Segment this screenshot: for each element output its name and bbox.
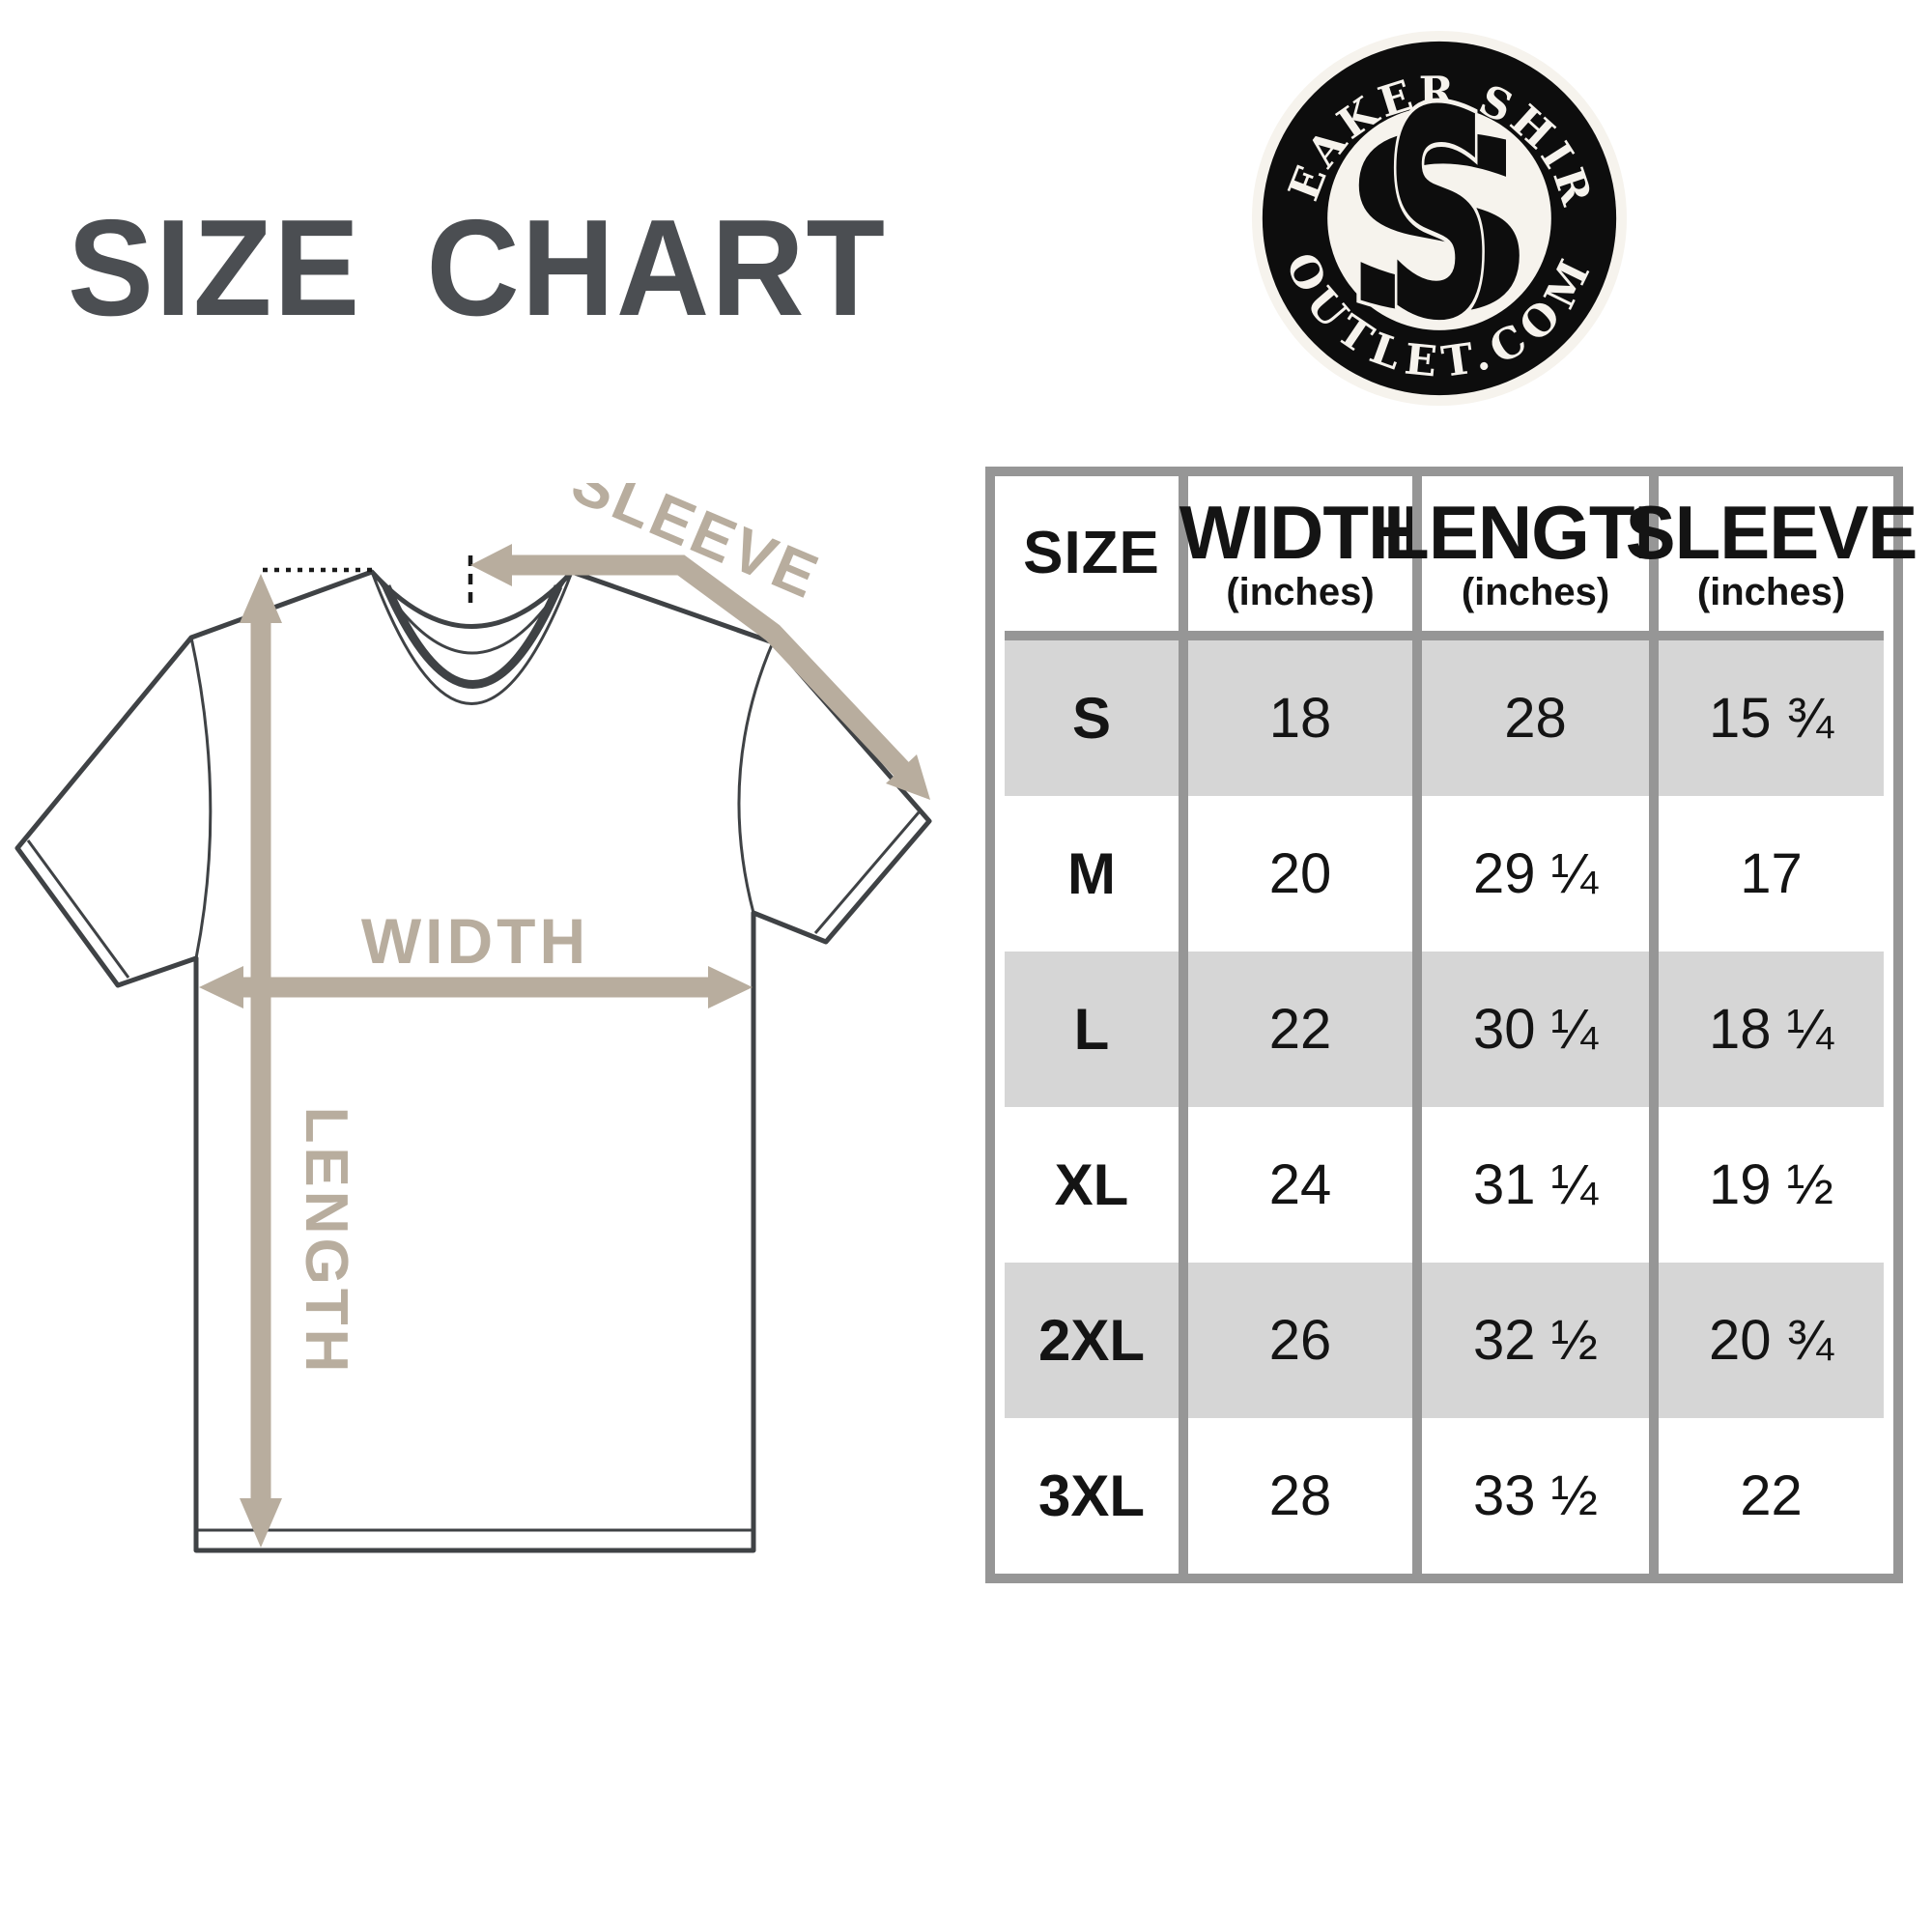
logo-inner-circle xyxy=(1327,106,1551,330)
sleeve-arrow xyxy=(470,544,930,800)
size-label: 2XL xyxy=(1005,1263,1179,1418)
sleeve-value: 22 xyxy=(1659,1418,1884,1574)
sleeve-value: 18 ¼ xyxy=(1659,952,1884,1107)
left-cuff-line xyxy=(26,839,130,979)
monogram-s-tall: S xyxy=(1385,49,1492,384)
width-value: 22 xyxy=(1188,952,1412,1107)
column-header-sleeve: SLEEVE (inches) xyxy=(1626,476,1918,631)
sleeve-value: 15 ¾ xyxy=(1659,640,1884,796)
header-separator xyxy=(1422,631,1649,640)
table-column-sleeve: SLEEVE (inches) 15 ¾ 17 18 ¼ 19 ½ 20 ¾ 2… xyxy=(1626,476,1918,1574)
length-value: 31 ¼ xyxy=(1422,1107,1649,1263)
size-label: L xyxy=(1005,952,1179,1107)
collar-bottom-line xyxy=(370,571,574,705)
right-armhole-seam xyxy=(737,641,775,914)
length-label: LENGTH xyxy=(293,1107,359,1377)
size-chart-table: SIZE S M L XL 2XL 3XL WIDTH (inches) 18 … xyxy=(985,467,1918,1583)
size-label: 3XL xyxy=(1005,1418,1179,1574)
column-divider xyxy=(1412,476,1422,1574)
length-value: 30 ¼ xyxy=(1422,952,1649,1107)
column-divider xyxy=(1179,476,1188,1574)
column-header-length: LENGTH (inches) xyxy=(1383,476,1689,631)
size-label: M xyxy=(1005,796,1179,952)
column-header-size: SIZE xyxy=(1005,476,1179,631)
monogram-s-wide: S xyxy=(1339,86,1540,366)
logo-ss-monogram: S S xyxy=(1335,45,1544,386)
page-title: SIZE CHART xyxy=(68,191,887,345)
brand-logo: SNEAKER SHIRTS OUTLET.COM S S xyxy=(1248,27,1628,407)
tshirt-measurement-diagram: SLEEVE WIDTH LENGTH xyxy=(14,483,932,1553)
length-value: 28 xyxy=(1422,640,1649,796)
width-value: 26 xyxy=(1188,1263,1412,1418)
table-column-length: LENGTH (inches) 28 29 ¼ 30 ¼ 31 ¼ 32 ½ 3… xyxy=(1383,476,1689,1574)
table-column-width: WIDTH (inches) 18 20 22 24 26 28 xyxy=(1179,476,1422,1574)
length-value: 32 ½ xyxy=(1422,1263,1649,1418)
sleeve-value: 17 xyxy=(1659,796,1884,952)
column-divider xyxy=(1649,476,1659,1574)
header-separator xyxy=(1005,631,1179,640)
width-value: 20 xyxy=(1188,796,1412,952)
sleeve-value: 20 ¾ xyxy=(1659,1263,1884,1418)
length-value: 33 ½ xyxy=(1422,1418,1649,1574)
right-cuff-line xyxy=(813,811,921,934)
header-separator xyxy=(1188,631,1412,640)
table-column-size: SIZE S M L XL 2XL 3XL xyxy=(1005,476,1179,1574)
size-label: S xyxy=(1005,640,1179,796)
length-value: 29 ¼ xyxy=(1422,796,1649,952)
width-value: 28 xyxy=(1188,1418,1412,1574)
left-armhole-seam xyxy=(189,637,213,959)
width-arrow xyxy=(199,966,753,1009)
sleeve-value: 19 ½ xyxy=(1659,1107,1884,1263)
collar-neckline xyxy=(382,584,563,689)
width-value: 18 xyxy=(1188,640,1412,796)
length-arrow xyxy=(240,574,282,1548)
size-label: XL xyxy=(1005,1107,1179,1263)
column-header-width: WIDTH (inches) xyxy=(1179,476,1422,631)
width-value: 24 xyxy=(1188,1107,1412,1263)
header-separator xyxy=(1659,631,1884,640)
tshirt-outline xyxy=(14,569,932,1553)
width-label: WIDTH xyxy=(361,905,589,977)
